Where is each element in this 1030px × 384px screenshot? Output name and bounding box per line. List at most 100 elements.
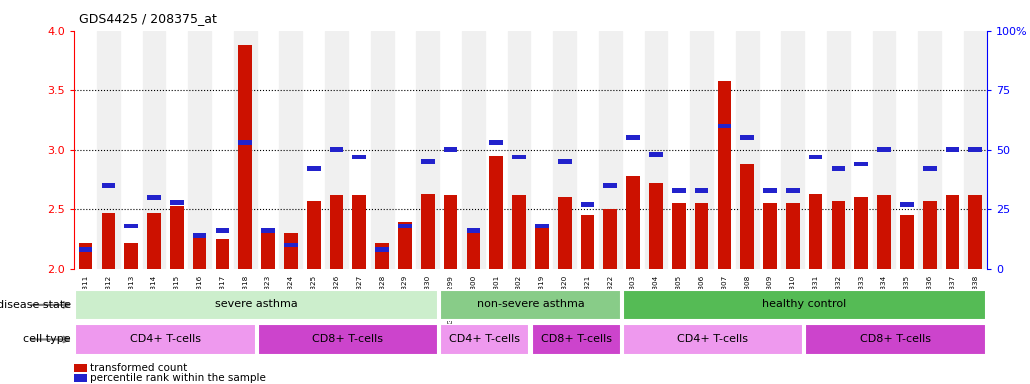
Text: CD8+ T-cells: CD8+ T-cells [860,334,931,344]
Bar [307,201,320,269]
Bar [284,233,298,269]
Bar [279,31,303,269]
Bar [262,228,275,233]
Bar [193,233,206,269]
Bar [626,136,640,140]
Bar [371,31,393,269]
Bar [441,324,529,354]
Bar [512,195,526,269]
Bar [649,183,662,269]
Bar [307,166,320,171]
Bar [964,31,987,269]
Text: cell type: cell type [24,334,71,344]
Bar [102,213,115,269]
Bar [215,239,230,269]
Bar [900,202,914,207]
Text: transformed count: transformed count [90,363,186,373]
Bar [444,147,457,152]
Bar [512,154,526,159]
Bar [623,324,803,354]
Bar [170,200,183,205]
Bar [147,213,161,269]
Bar [188,31,211,269]
Bar [467,230,480,269]
Bar [147,195,161,200]
Bar [284,243,298,247]
Bar [508,31,530,269]
Bar [462,31,485,269]
Bar [558,159,572,164]
Bar [923,201,936,269]
Bar [672,188,686,193]
Bar [535,223,549,269]
Bar [878,195,891,269]
Bar [604,209,617,269]
Bar [809,154,823,159]
Bar [78,243,93,269]
Text: GDS4425 / 208375_at: GDS4425 / 208375_at [79,12,217,25]
Bar [741,164,754,269]
Bar [421,194,435,269]
Bar [421,159,435,164]
Text: CD4+ T-cells: CD4+ T-cells [130,334,201,344]
Bar [125,223,138,228]
Text: severe asthma: severe asthma [215,299,298,309]
Bar [489,140,503,145]
Bar [626,176,640,269]
Bar [399,222,412,269]
Bar [718,124,731,128]
Bar [416,31,439,269]
Text: percentile rank within the sample: percentile rank within the sample [90,373,266,383]
Bar [809,194,823,269]
Bar [946,147,959,152]
Bar [805,324,986,354]
Bar [855,197,868,269]
Bar [763,204,777,269]
Bar [531,324,620,354]
Text: disease state: disease state [0,300,71,310]
Bar [75,290,438,320]
Bar [672,204,686,269]
Bar [831,166,846,171]
Bar [598,31,622,269]
Bar [690,31,713,269]
Bar [441,290,620,320]
Bar [330,195,343,269]
Text: CD4+ T-cells: CD4+ T-cells [678,334,749,344]
Bar [489,156,503,269]
Bar [923,166,936,171]
Bar [78,247,93,252]
Text: CD4+ T-cells: CD4+ T-cells [449,334,520,344]
Bar [125,243,138,269]
Bar [330,147,343,152]
Bar [215,228,230,233]
Text: CD8+ T-cells: CD8+ T-cells [312,334,383,344]
Bar [786,204,799,269]
Bar [352,154,367,159]
Bar [645,31,667,269]
Bar [467,228,480,233]
Bar [649,152,662,157]
Bar [694,204,709,269]
Bar [535,223,549,228]
Text: healthy control: healthy control [762,299,847,309]
Bar [604,183,617,188]
Bar [262,230,275,269]
Bar [581,202,594,207]
Bar [763,188,777,193]
Bar [258,324,438,354]
Bar [375,243,389,269]
Bar [553,31,576,269]
Bar [325,31,348,269]
Bar [352,195,367,269]
Bar [968,147,983,152]
Bar [581,215,594,269]
Bar [827,31,850,269]
Bar [193,233,206,238]
Bar [623,290,986,320]
Bar [831,201,846,269]
Bar [102,183,115,188]
Bar [399,223,412,228]
Bar [741,136,754,140]
Text: CD8+ T-cells: CD8+ T-cells [541,334,612,344]
